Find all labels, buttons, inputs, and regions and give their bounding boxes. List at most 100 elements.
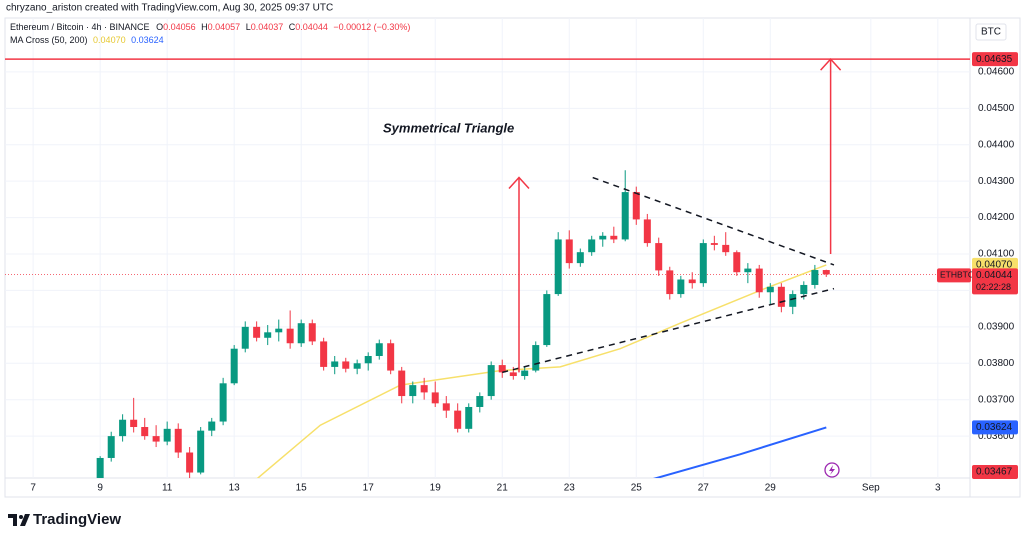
candle-body <box>610 235 618 240</box>
candle-body <box>666 270 674 295</box>
candle-body <box>353 363 361 369</box>
arrow-head <box>508 176 530 190</box>
candle-body <box>789 294 797 307</box>
ma-label-box <box>972 420 1018 435</box>
last-price-box <box>972 268 1018 295</box>
candle-body <box>811 270 819 285</box>
x-tick-label: 27 <box>698 483 710 494</box>
grid: 0.036000.037000.038000.039000.040000.041… <box>5 18 1015 494</box>
x-tick-label: 19 <box>430 483 442 494</box>
candle-body <box>297 323 305 344</box>
triangle-line <box>502 287 835 374</box>
symbol: Ethereum / Bitcoin · 4h · BINANCE <box>10 22 150 32</box>
y-tick-label: 0.04300 <box>978 176 1015 187</box>
open-value: 0.04056 <box>163 22 196 32</box>
ohlc-label: O <box>156 22 163 32</box>
candle-body <box>174 428 182 453</box>
candle-body <box>521 370 529 377</box>
candle-body <box>532 345 540 371</box>
candle-body <box>487 365 495 397</box>
candle-body <box>554 239 562 295</box>
candle-body <box>643 219 651 244</box>
candle-body <box>431 392 439 404</box>
x-tick-label: 9 <box>97 483 103 494</box>
candle-body <box>208 421 216 431</box>
candle-body <box>86 483 93 486</box>
x-tick-label: 25 <box>631 483 643 494</box>
candle-body <box>141 427 149 437</box>
indicator-legend: MA Cross (50, 200) 0.04070 0.03624 <box>10 35 164 45</box>
candle-body <box>264 332 272 338</box>
ma-label: 0.04070 <box>976 260 1013 271</box>
candle-body <box>766 286 774 293</box>
credit: chryzano_ariston created with TradingVie… <box>6 3 333 14</box>
frame <box>4 17 1021 498</box>
candle-body <box>599 235 607 240</box>
y-tick-label: 0.04400 <box>978 139 1015 150</box>
candle-body <box>442 403 450 411</box>
plot <box>5 58 970 486</box>
ohlc-label: C <box>289 22 296 32</box>
candle-body <box>699 243 707 284</box>
candle-body <box>465 406 473 429</box>
symbol-box <box>937 268 971 283</box>
candle-body <box>565 239 573 264</box>
countdown: 02:22:28 <box>976 282 1011 292</box>
x-tick-label: 11 <box>162 483 173 494</box>
x-tick-label: 15 <box>296 483 308 494</box>
close-value: 0.04044 <box>295 22 328 32</box>
candle-body <box>230 348 238 384</box>
alert-label: 0.03467 <box>976 467 1013 478</box>
ma-slow-value: 0.03624 <box>131 35 164 45</box>
x-tick-label: 29 <box>765 483 777 494</box>
moving-average <box>256 264 827 478</box>
currency-box <box>975 23 1007 41</box>
alert-label-box <box>972 465 1018 479</box>
arrow-head <box>820 58 842 71</box>
candle-body <box>543 294 551 346</box>
annotation: Symmetrical Triangle <box>383 120 514 135</box>
candle-body <box>744 268 752 273</box>
candle-body <box>498 365 506 373</box>
candle-body <box>755 268 763 293</box>
candle-body <box>241 326 249 349</box>
y-tick-label: 0.03700 <box>978 394 1015 405</box>
legend-line: Ethereum / Bitcoin · 4h · BINANCE O0.040… <box>10 22 410 32</box>
candle-body <box>409 385 417 397</box>
candle-body <box>420 385 428 393</box>
moving-average <box>652 426 827 478</box>
candle-body <box>588 239 596 253</box>
x-tick-label: 23 <box>564 483 576 494</box>
low-value: 0.04037 <box>251 22 284 32</box>
candle-body <box>130 419 138 428</box>
candle-body <box>677 279 685 295</box>
candle-body <box>275 328 283 333</box>
candle-body <box>308 323 316 342</box>
y-tick-label: 0.04200 <box>978 212 1015 223</box>
candle-body <box>364 355 372 364</box>
ma-fast-value: 0.04070 <box>93 35 126 45</box>
last-price: 0.04044 <box>976 270 1013 281</box>
y-tick-label: 0.04100 <box>978 249 1015 260</box>
candle-body <box>96 457 104 478</box>
ma-label: 0.03624 <box>976 422 1013 433</box>
indicator-name: MA Cross (50, 200) <box>10 35 88 45</box>
y-tick-label: 0.03800 <box>978 358 1015 369</box>
candle-body <box>822 270 830 275</box>
candle-body <box>197 430 205 473</box>
brand: TradingView <box>33 511 121 528</box>
candle-body <box>119 419 127 437</box>
x-tick-label: 13 <box>229 483 241 494</box>
overlay: 0.04635 0.04070 0.03624 0.03467 ETHBTC 0.0404… <box>937 52 1018 479</box>
ohlc-label: H <box>201 22 208 32</box>
candle-body <box>454 410 462 429</box>
candle-body <box>632 192 640 220</box>
candle-body <box>331 361 339 367</box>
brand-logo <box>8 514 30 526</box>
symbol-label: ETHBTC <box>940 270 974 280</box>
currency: BTC <box>981 27 1001 38</box>
candle-body <box>576 252 584 264</box>
candle-body <box>342 361 350 369</box>
change: −0.00012 (−0.30%) <box>333 22 410 32</box>
